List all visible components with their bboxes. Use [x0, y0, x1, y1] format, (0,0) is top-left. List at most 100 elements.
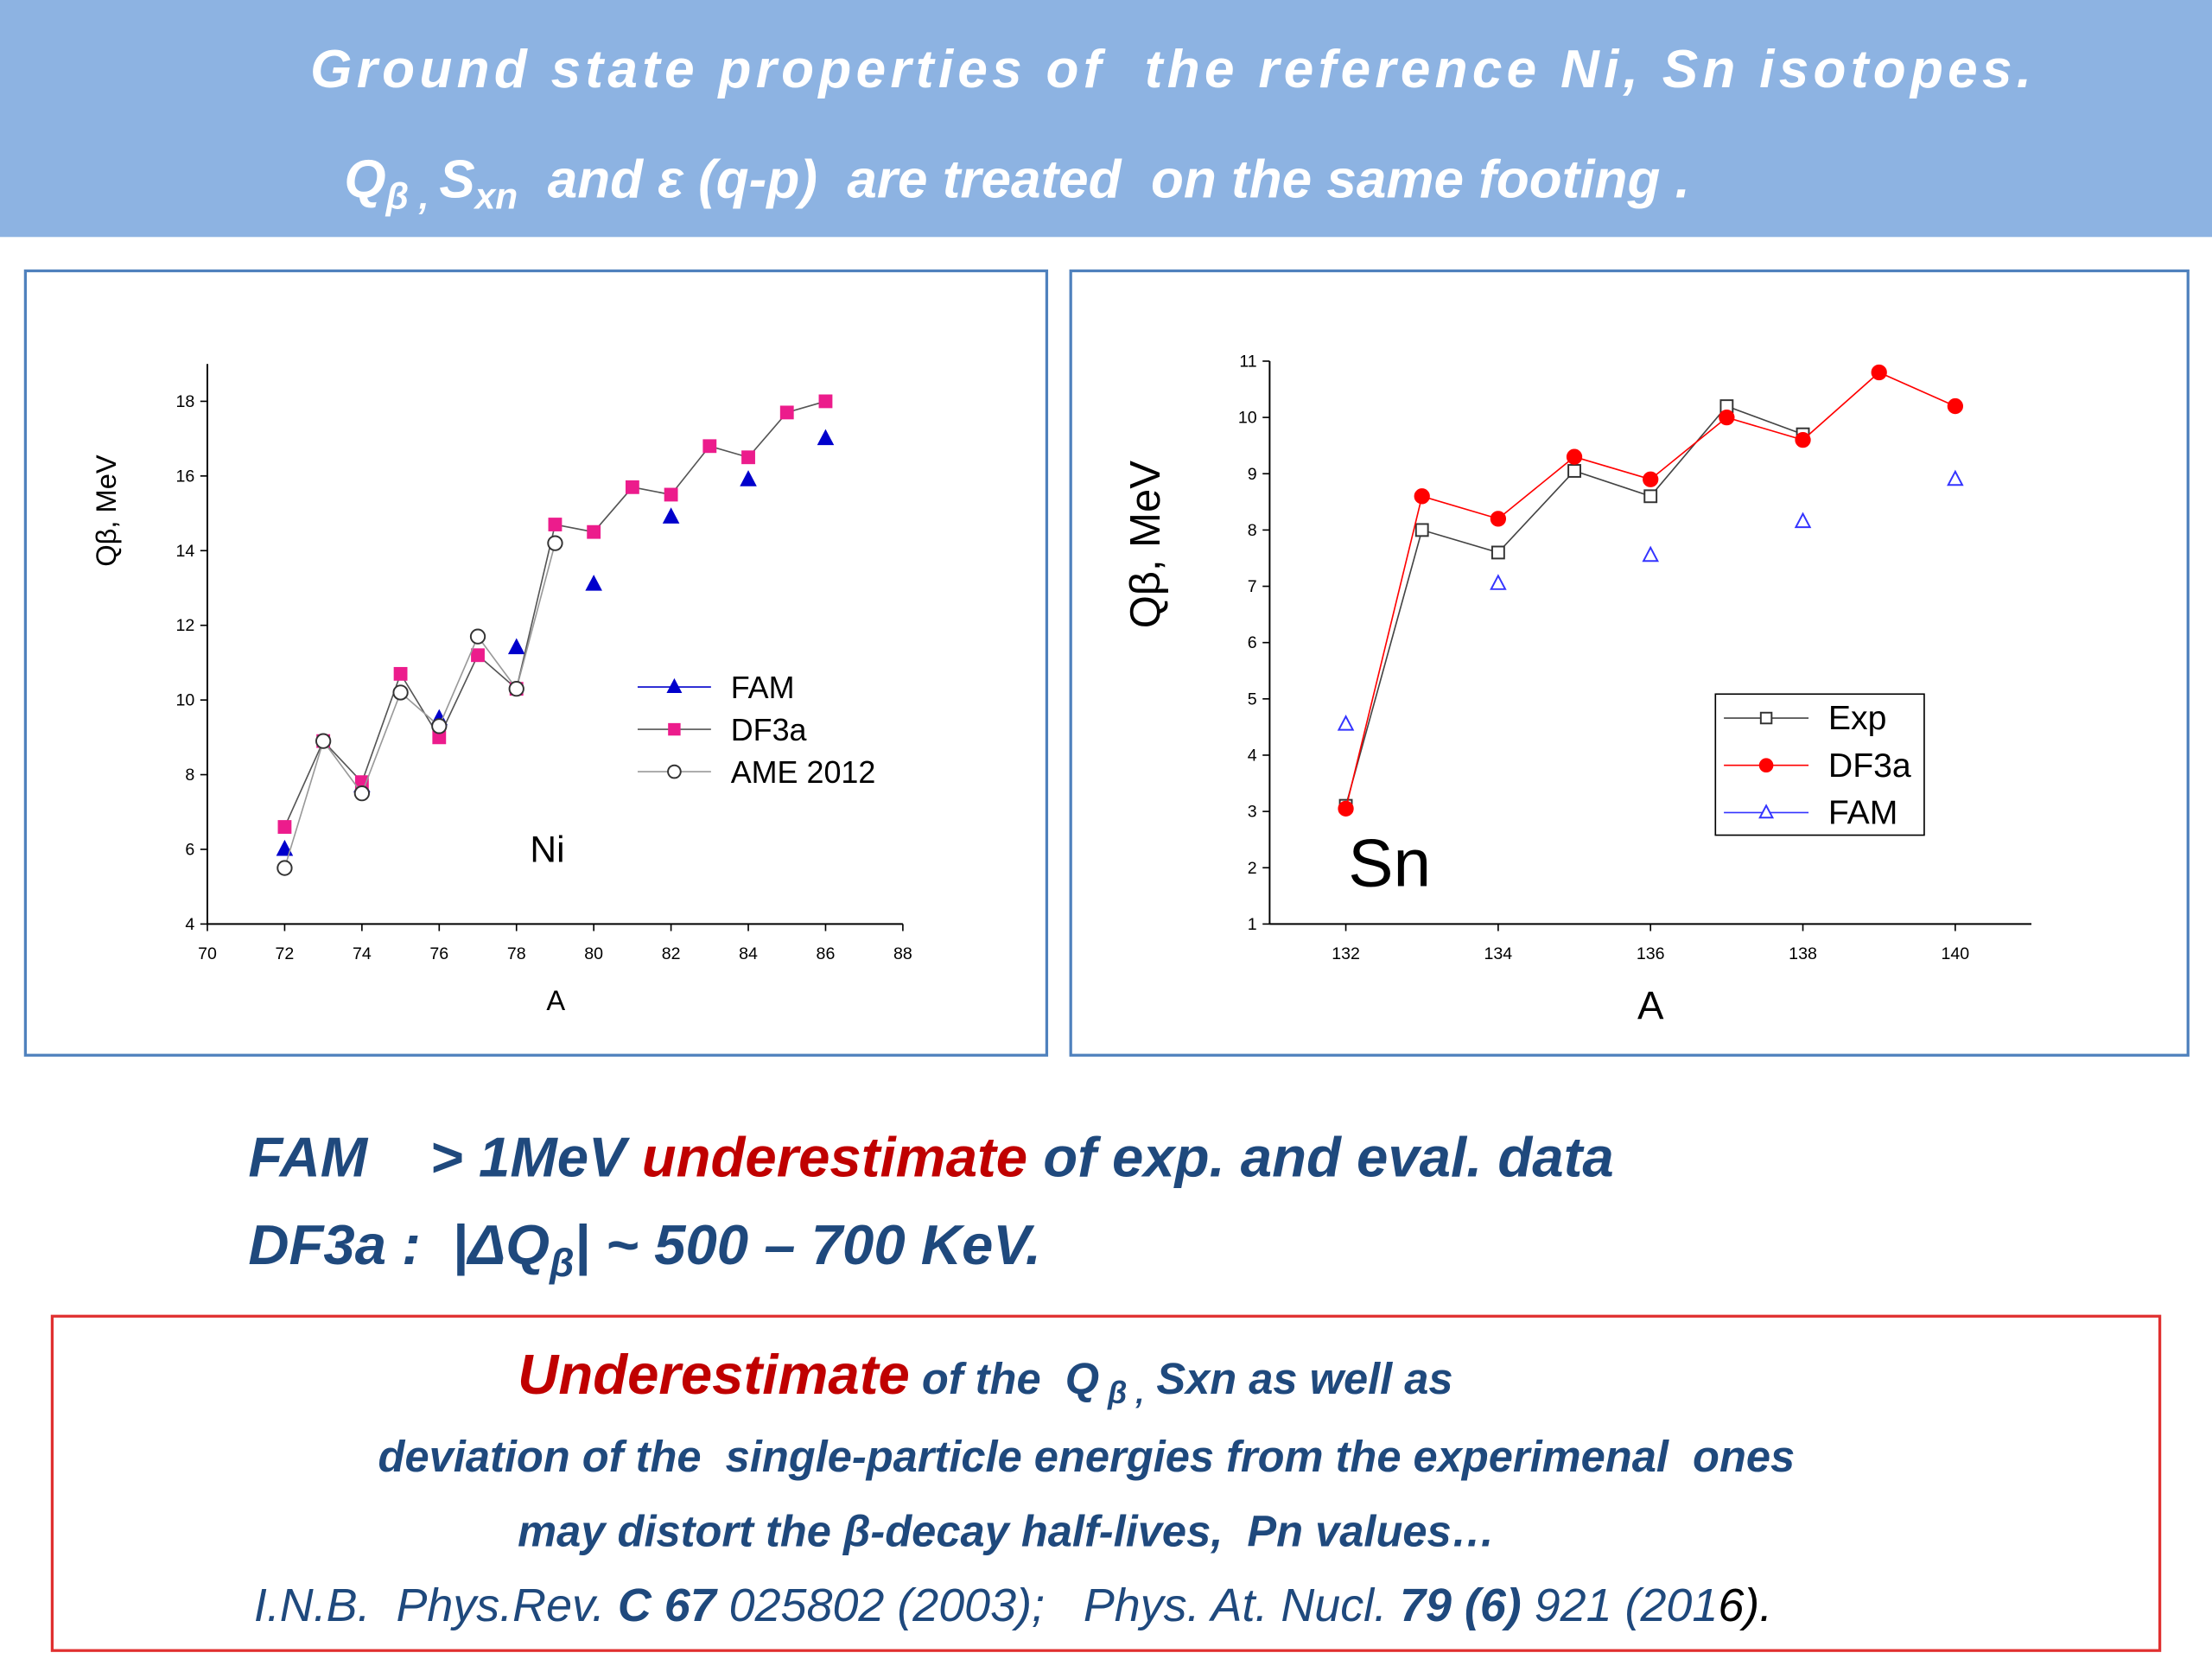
marker [1338, 800, 1354, 817]
marker [547, 535, 563, 551]
y-tick-label: 10 [1238, 409, 1257, 428]
header-subtitle: Qβ , Sxn and ε (q-p) are treated on the … [344, 150, 1689, 217]
y-axis-label: Qβ, MeV [1122, 461, 1169, 628]
y-tick-label: 1 [1248, 915, 1257, 934]
marker [276, 860, 293, 876]
y-tick-label: 4 [1248, 746, 1257, 765]
marker [392, 684, 409, 701]
y-tick-label: 10 [176, 691, 195, 710]
marker [1642, 545, 1659, 563]
text-part: C 67 [618, 1580, 719, 1631]
x-axis-label: A [1637, 983, 1664, 1027]
legend-marker [668, 722, 681, 736]
marker [276, 839, 294, 856]
x-tick-label: 74 [353, 944, 372, 963]
y-tick-label: 6 [185, 840, 194, 859]
text-part: | ~ 500 – 700 KeV. [574, 1213, 1040, 1276]
x-tick-label: 80 [584, 944, 603, 963]
x-axis-label: A [546, 984, 565, 1016]
emphasis: underestimate [642, 1126, 1027, 1189]
text-part: 921 (201 [1522, 1580, 1719, 1631]
marker [1414, 488, 1430, 505]
chart-panel [23, 269, 1049, 1057]
marker [1719, 409, 1735, 426]
header-band [0, 0, 2212, 238]
marker [1567, 464, 1581, 478]
header-title: Ground state properties of the reference… [310, 40, 2031, 99]
summary-line: FAM > 1MeV underestimate of exp. and eva… [248, 1126, 1613, 1189]
x-tick-label: 132 [1332, 944, 1360, 963]
legend-box [1714, 693, 1925, 836]
marker [587, 524, 601, 539]
text-part: ). [1738, 1580, 1772, 1631]
note-reference: I.N.B. Phys.Rev. C 67 025802 (2003); Phy… [254, 1580, 1772, 1631]
marker [393, 666, 408, 681]
marker [353, 785, 371, 802]
text-part: Q [344, 150, 385, 210]
text-part: of exp. and eval. data [1027, 1126, 1614, 1189]
y-tick-label: 14 [176, 542, 195, 561]
y-tick-label: 8 [1248, 521, 1257, 540]
y-tick-label: 11 [1239, 352, 1256, 371]
marker [1337, 715, 1355, 731]
subscript: β [549, 1241, 574, 1285]
marker [1566, 448, 1583, 465]
legend-label: DF3a [731, 712, 807, 747]
legend-label: AME 2012 [731, 754, 876, 790]
text-part: 79 (6) [1400, 1580, 1522, 1631]
x-tick-label: 76 [429, 944, 448, 963]
marker [507, 638, 525, 655]
y-tick-label: 4 [185, 915, 194, 934]
marker [1414, 523, 1429, 537]
note-line: may distort the β-decay half-lives, Pn v… [518, 1506, 1495, 1555]
y-tick-label: 12 [176, 616, 195, 635]
marker [1490, 511, 1507, 527]
marker [664, 487, 678, 502]
marker [1643, 471, 1659, 487]
x-tick-label: 138 [1789, 944, 1817, 963]
text-part: 025802 (2003); Phys. At. Nucl. [716, 1580, 1400, 1631]
x-tick-label: 70 [198, 944, 217, 963]
y-tick-label: 3 [1248, 803, 1257, 822]
marker [817, 429, 835, 446]
x-tick-label: 134 [1484, 944, 1513, 963]
marker [508, 681, 524, 697]
note-line: Underestimate of the Q β , Sxn as well a… [518, 1343, 1452, 1410]
text-part: Sxn as well as [1144, 1354, 1452, 1403]
summary-line: DF3a : |ΔQβ| ~ 500 – 700 KeV. [248, 1213, 1041, 1285]
note-box [50, 1314, 2162, 1652]
text-part: FAM > 1MeV [248, 1126, 641, 1189]
y-tick-label: 7 [1248, 577, 1257, 596]
legend-label: DF3a [1828, 747, 1911, 785]
marker [471, 648, 485, 663]
marker [277, 820, 292, 834]
marker [315, 733, 332, 749]
chart-panel [1069, 269, 2190, 1057]
legend-marker [666, 677, 683, 693]
text-part: of the Q [910, 1354, 1099, 1403]
legend-marker [1758, 758, 1774, 773]
y-axis-label: Qβ, MeV [90, 454, 122, 567]
text-part: DF3a : |ΔQ [248, 1213, 550, 1276]
x-tick-label: 72 [276, 944, 295, 963]
x-tick-label: 140 [1942, 944, 1970, 963]
marker [1871, 364, 1887, 381]
text-part: S [439, 150, 474, 210]
marker [779, 405, 794, 420]
marker [1490, 574, 1507, 590]
marker [548, 518, 563, 531]
x-tick-label: 78 [507, 944, 526, 963]
marker [585, 575, 602, 591]
subscript: β , [1099, 1375, 1144, 1410]
note-line: deviation of the single-particle energie… [378, 1432, 1796, 1481]
marker [818, 394, 833, 409]
marker [469, 628, 486, 645]
marker [740, 470, 757, 486]
emphasis: Underestimate [518, 1343, 910, 1406]
legend-label: FAM [731, 670, 795, 705]
text-part: I.N.B. Phys.Rev. [254, 1580, 618, 1631]
marker [1794, 512, 1812, 529]
y-tick-label: 18 [176, 392, 195, 411]
marker [1947, 469, 1964, 486]
